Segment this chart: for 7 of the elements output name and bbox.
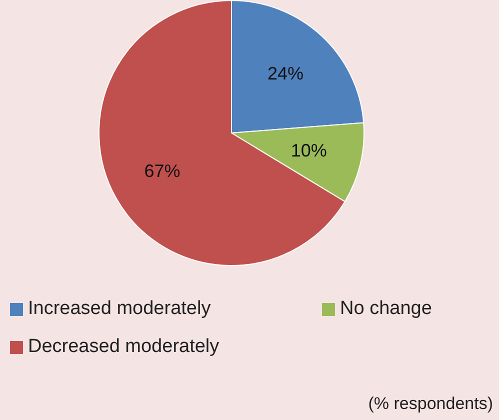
legend-label: Decreased moderately [28, 336, 220, 358]
data-label: 67% [144, 161, 180, 182]
data-label: 10% [290, 140, 327, 160]
legend-label: No change [340, 298, 432, 320]
text: (% respondents) [368, 394, 493, 414]
legend-label: Increased moderately [28, 298, 211, 320]
data-label: 24% [267, 64, 304, 84]
